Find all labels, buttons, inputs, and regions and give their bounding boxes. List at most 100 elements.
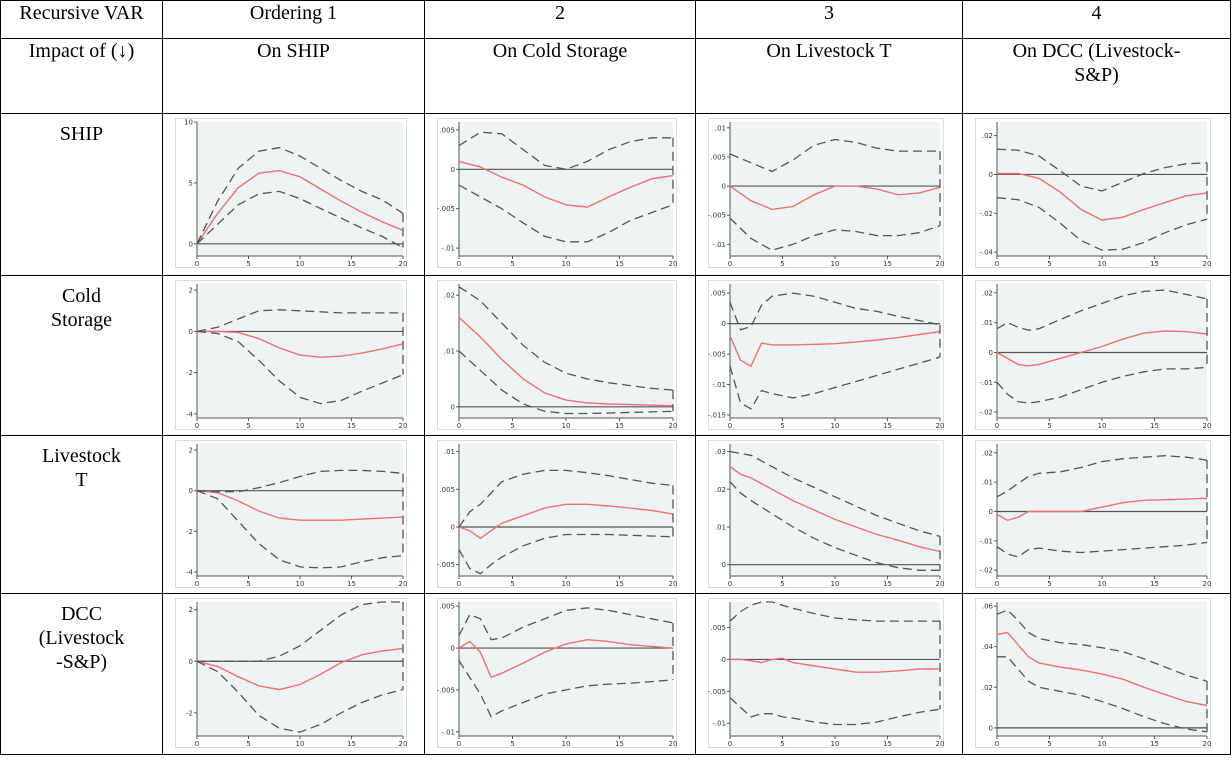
y-tick-label: -.005 — [708, 351, 726, 359]
plot-area — [459, 602, 673, 736]
x-tick-label: 20 — [936, 260, 944, 268]
y-tick-label: .005 — [710, 290, 726, 298]
y-tick-label: 2 — [189, 447, 193, 455]
lower-ci-line — [997, 656, 1208, 733]
irf-line — [729, 330, 941, 368]
x-tick-label: 5 — [780, 260, 784, 268]
irf-line — [996, 330, 1208, 367]
y-tick-label: 0 — [989, 349, 993, 357]
x-tick-label: 10 — [296, 422, 305, 430]
y-tick-label: -.005 — [708, 688, 726, 696]
x-tick-label: 15 — [347, 580, 356, 588]
y-tick-label: .02 — [982, 449, 993, 457]
y-tick-label: .005 — [439, 126, 455, 134]
x-tick-label: 20 — [669, 580, 677, 588]
irf-line — [996, 631, 1208, 707]
plot-area — [459, 444, 673, 576]
header-recursive-var-text: Recursive VAR — [19, 2, 144, 24]
irf-line — [458, 160, 674, 208]
plot-cell: .02 .01 0 0 5 10 15 20 — [424, 275, 696, 436]
x-tick-label: 5 — [246, 260, 250, 268]
y-tick-label: -.01 — [712, 241, 726, 249]
irf-line — [196, 647, 404, 691]
plot-area — [730, 122, 940, 256]
upper-ci-line — [729, 138, 940, 173]
lower-ci-line — [196, 190, 404, 249]
plot-area — [730, 444, 940, 576]
lower-ci-line — [729, 481, 940, 571]
x-tick-label: 0 — [995, 580, 999, 588]
y-tick-label: .01 — [715, 124, 726, 132]
x-tick-label: 10 — [296, 740, 305, 748]
x-tick-label: 10 — [1098, 580, 1107, 588]
header-impact-of-text: Impact of (↓) — [28, 40, 135, 62]
x-tick-label: 5 — [510, 422, 514, 430]
irf-line — [458, 503, 674, 540]
x-tick-label: 20 — [399, 580, 407, 588]
header-on-livestock-t: On Livestock T — [695, 38, 963, 114]
x-tick-label: 15 — [347, 740, 356, 748]
x-tick-label: 20 — [399, 740, 407, 748]
plot-cell: .005 0 -.005 -.01 -.015 0 5 10 15 20 — [695, 275, 963, 436]
y-tick-label: -.02 — [979, 567, 993, 575]
plot-area — [997, 122, 1207, 256]
irf-plot-cold-storage-on-dcc: .02.010-.01-.020 5 10 15 20 — [975, 280, 1211, 430]
irf-line — [729, 185, 941, 211]
irf-plot-ship-on-livestock-t: .01 .005 0 -.005 -.01 0 5 10 15 20 — [708, 118, 944, 268]
x-tick-label: 0 — [995, 740, 999, 748]
lower-ci-line — [996, 197, 1208, 251]
plot-cell: .005 0 -.005 -.01 0 5 10 15 20 — [695, 593, 963, 755]
upper-ci-line — [996, 289, 1208, 331]
x-tick-label: 10 — [562, 580, 571, 588]
y-tick-label: 0 — [722, 320, 726, 328]
x-tick-label: 15 — [1150, 740, 1159, 748]
lower-ci-line — [196, 660, 404, 733]
x-tick-label: 15 — [883, 740, 892, 748]
header-on-ship: On SHIP — [162, 38, 425, 114]
upper-ci-line — [196, 469, 404, 493]
y-tick-label: 0 — [451, 403, 455, 411]
header-ordering-2: 2 — [424, 0, 696, 39]
y-tick-label: -2 — [186, 369, 193, 377]
lower-ci-line — [458, 184, 674, 243]
y-tick-label: 2 — [189, 606, 193, 614]
irf-plot-livestock-t-on-livestock-t: .03 .02 .01 0 0 5 10 15 20 — [708, 440, 944, 588]
x-tick-label: 20 — [936, 422, 944, 430]
x-tick-label: 0 — [728, 422, 732, 430]
y-tick-label: .04 — [982, 643, 994, 651]
row-label-cold-storage-text: Cold Storage — [50, 285, 113, 331]
y-tick-label: .02 — [982, 684, 993, 692]
x-tick-label: 15 — [347, 422, 356, 430]
plot-cell: .01 .005 0 -.005 0 5 10 15 20 — [424, 435, 696, 594]
x-tick-label: 20 — [936, 580, 944, 588]
plot-cell: 2 0 -2 -4 0 5 10 15 20 — [162, 275, 425, 436]
y-tick-label: .01 — [982, 479, 993, 487]
x-tick-label: 10 — [296, 260, 305, 268]
x-tick-label: 20 — [669, 740, 677, 748]
x-tick-label: 10 — [831, 740, 840, 748]
x-tick-label: 5 — [510, 260, 514, 268]
x-tick-label: 0 — [728, 740, 732, 748]
y-tick-label: -2 — [186, 528, 193, 536]
lower-ci-line — [729, 217, 941, 251]
upper-ci-line — [458, 607, 674, 641]
header-ordering-1: Ordering 1 — [162, 0, 425, 39]
header-ordering-4: 4 — [962, 0, 1231, 39]
x-tick-label: 0 — [995, 422, 999, 430]
x-tick-label: 20 — [1203, 422, 1211, 430]
lower-ci-line — [996, 366, 1208, 404]
x-tick-label: 15 — [615, 580, 624, 588]
y-tick-label: .005 — [710, 624, 726, 632]
y-tick-label: 0 — [722, 183, 726, 191]
row-label-cold-storage: Cold Storage — [0, 275, 163, 436]
irf-plot-dcc-on-livestock-t: .005 0 -.005 -.01 0 5 10 15 20 — [708, 598, 944, 748]
x-tick-label: 15 — [883, 260, 892, 268]
irf-plot-ship-on-dcc: .020-.02-.040 5 10 15 20 — [975, 118, 1211, 268]
header-ordering-1-text: Ordering 1 — [249, 2, 338, 24]
header-recursive-var: Recursive VAR — [0, 0, 163, 39]
y-tick-label: -.005 — [437, 686, 455, 694]
x-tick-label: 15 — [1150, 422, 1159, 430]
